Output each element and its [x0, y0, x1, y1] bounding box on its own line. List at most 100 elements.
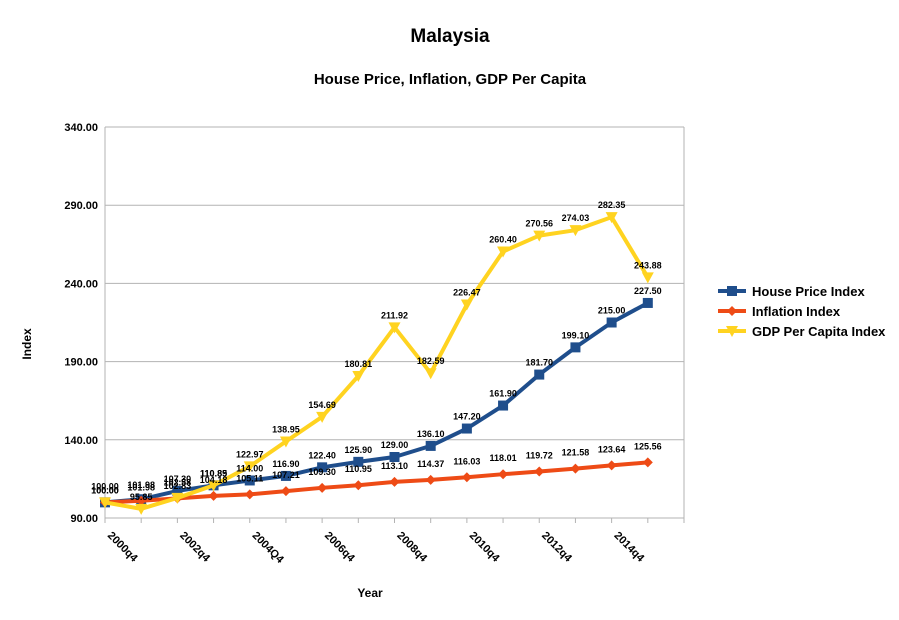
data-point — [533, 230, 546, 242]
data-point — [353, 456, 364, 467]
data-point — [606, 317, 617, 328]
data-point — [534, 369, 545, 380]
data-label: 123.64 — [598, 444, 626, 454]
chart-subtitle: House Price, Inflation, GDP Per Capita — [314, 71, 587, 88]
x-axis-title: Year — [357, 586, 383, 600]
data-label: 227.50 — [634, 286, 662, 296]
legend-label: House Price Index — [752, 284, 865, 299]
data-label: 282.35 — [598, 200, 626, 210]
data-point — [280, 470, 291, 481]
legend-label: Inflation Index — [752, 304, 841, 319]
data-label: 113.10 — [381, 461, 408, 471]
data-label: 110.89 — [200, 468, 227, 478]
data-label: 109.30 — [308, 467, 336, 477]
y-tick-label: 290.00 — [64, 200, 98, 212]
data-point — [460, 299, 473, 311]
y-tick-labels: 90.00 140.00 190.00 240.00 290.00 340.00 — [64, 122, 98, 525]
data-point — [279, 436, 292, 448]
data-label: 102.58 — [164, 477, 192, 487]
data-point — [461, 472, 472, 483]
data-label: 100.00 — [91, 485, 119, 495]
x-tick-label: 2004Q4 — [250, 530, 287, 567]
data-label: 100.00 — [91, 485, 119, 495]
data-label: 136.10 — [417, 429, 445, 439]
data-label: 122.97 — [236, 449, 264, 459]
chart-title: Malaysia — [410, 26, 490, 47]
data-label: 102.83 — [164, 481, 192, 491]
y-tick-label: 90.00 — [70, 513, 98, 525]
data-label: 114.37 — [417, 459, 444, 469]
data-label: 107.21 — [272, 470, 300, 480]
data-label: 125.90 — [345, 445, 373, 455]
data-label: 182.59 — [417, 356, 445, 366]
data-label: 119.72 — [526, 451, 553, 461]
data-label: 110.85 — [200, 468, 227, 478]
data-label: 95.85 — [130, 492, 153, 502]
data-label: 129.00 — [381, 440, 409, 450]
x-tick-label: 2010q4 — [467, 530, 502, 565]
data-point — [317, 482, 328, 493]
y-tick-label: 340.00 — [64, 122, 98, 134]
data-point — [135, 503, 148, 515]
data-label: 161.90 — [489, 389, 517, 399]
data-point — [425, 474, 436, 485]
x-tick-label: 2012q4 — [539, 530, 574, 565]
legend: House Price Index Inflation Index GDP Per … — [718, 284, 886, 339]
x-tick-label: 2000q4 — [105, 530, 140, 565]
data-label: 138.95 — [272, 424, 300, 434]
data-label: 105.11 — [236, 473, 263, 483]
data-label: 101.98 — [127, 480, 155, 490]
data-point — [498, 469, 509, 480]
series-group — [99, 212, 654, 515]
data-point — [316, 411, 329, 423]
data-label: 116.03 — [453, 456, 480, 466]
data-point — [317, 462, 328, 473]
x-tick-labels: 2000q4 2002q4 2004Q4 2006q4 2008q4 2010q4 2012… — [105, 530, 647, 567]
x-tick-label: 2002q4 — [177, 530, 212, 565]
data-label: 270.56 — [525, 219, 553, 229]
x-tick-label: 2008q4 — [394, 530, 429, 565]
data-point — [642, 297, 653, 308]
data-point — [424, 368, 437, 380]
data-label: 180.81 — [345, 359, 373, 369]
data-point — [172, 485, 183, 496]
data-label: 100.00 — [91, 481, 119, 491]
data-label: 226.47 — [453, 288, 481, 298]
data-point — [570, 342, 581, 353]
data-label: 215.00 — [598, 306, 626, 316]
data-point — [642, 457, 653, 468]
y-tick-label: 240.00 — [64, 278, 98, 290]
data-point — [641, 272, 654, 284]
data-label: 118.01 — [490, 453, 517, 463]
series-line — [104, 460, 648, 505]
data-point — [136, 495, 147, 506]
series-line — [104, 215, 650, 511]
data-point — [208, 490, 219, 501]
data-label: 107.30 — [164, 474, 192, 484]
data-point — [570, 463, 581, 474]
data-point — [605, 212, 618, 224]
data-point — [244, 489, 255, 500]
data-label: 243.88 — [634, 260, 662, 270]
x-tick-label: 2006q4 — [322, 530, 357, 565]
data-label: 114.00 — [236, 463, 263, 473]
data-label: 110.95 — [345, 464, 372, 474]
data-label: 104.18 — [200, 475, 228, 485]
legend-marker — [726, 326, 738, 337]
y-tick-label: 190.00 — [64, 357, 98, 369]
data-label: 199.10 — [562, 330, 590, 340]
data-point — [244, 475, 255, 486]
x-tick-label: 2014q4 — [612, 530, 647, 565]
data-label: 101.98 — [127, 482, 155, 492]
data-point — [207, 480, 220, 492]
y-tick-label: 140.00 — [64, 435, 98, 447]
data-point — [389, 476, 400, 487]
data-label: 125.56 — [634, 441, 662, 451]
data-label: 211.92 — [381, 310, 408, 320]
data-label: 274.03 — [562, 213, 590, 223]
data-label: 147.20 — [453, 412, 481, 422]
axes — [104, 127, 685, 523]
data-point — [171, 492, 184, 504]
data-point — [425, 440, 436, 451]
